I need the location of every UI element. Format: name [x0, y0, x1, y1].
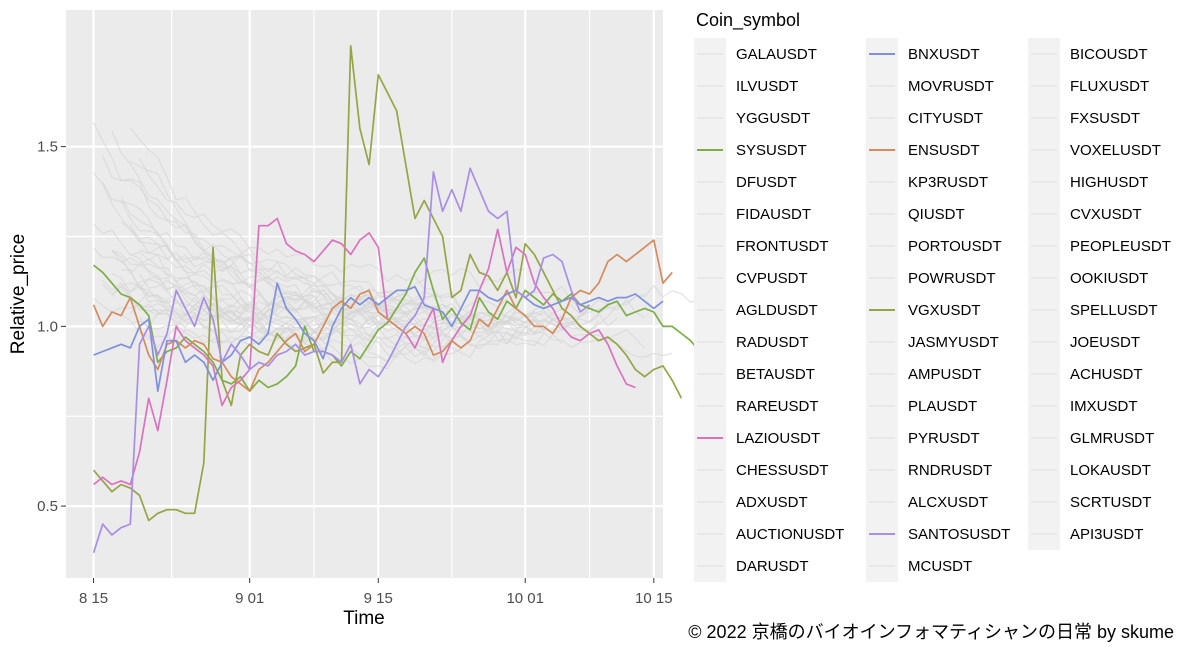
x-tick-label: 10 15: [635, 590, 673, 607]
legend-label-peopleusdt: PEOPLEUSDT: [1070, 238, 1171, 255]
legend-label-ilvusdt: ILVUSDT: [736, 78, 798, 95]
legend-label-spellusdt: SPELLUSDT: [1070, 302, 1158, 319]
legend-label-frontusdt: FRONTUSDT: [736, 238, 829, 255]
legend-label-laziousdt: LAZIOUSDT: [736, 430, 820, 447]
legend-label-plausdt: PLAUSDT: [908, 398, 977, 415]
y-tick-label: 1.5: [37, 139, 58, 156]
legend-label-voxelusdt: VOXELUSDT: [1070, 142, 1161, 159]
legend-label-movrusdt: MOVRUSDT: [908, 78, 994, 95]
y-tick-label: 0.5: [37, 498, 58, 515]
legend-label-rareusdt: RAREUSDT: [736, 398, 819, 415]
legend-label-betausdt: BETAUSDT: [736, 366, 815, 383]
legend-label-fidausdt: FIDAUSDT: [736, 206, 811, 223]
background-coin-line: [111, 130, 444, 302]
legend-label-fluxusdt: FLUXUSDT: [1070, 78, 1149, 95]
legend-label-joeusdt: JOEUSDT: [1070, 334, 1140, 351]
legend-label-jasmyusdt: JASMYUSDT: [908, 334, 999, 351]
legend-label-mcusdt: MCUSDT: [908, 558, 972, 575]
background-coin-line: [130, 290, 618, 341]
legend-label-auctionusdt: AUCTIONUSDT: [736, 526, 844, 543]
legend-label-chessusdt: CHESSUSDT: [736, 462, 829, 479]
background-coin-line: [111, 250, 434, 316]
legend-label-ampusdt: AMPUSDT: [908, 366, 981, 383]
legend-label-yggusdt: YGGUSDT: [736, 110, 810, 127]
y-tick-label: 1.0: [37, 318, 58, 335]
background-coin-line: [93, 223, 645, 349]
y-tick-labels: 0.5 1.0 1.5: [37, 139, 58, 515]
legend-label-achusdt: ACHUSDT: [1070, 366, 1143, 383]
legend-label-alcxusdt: ALCXUSDT: [908, 494, 988, 511]
x-tick-labels: 8 15 9 01 9 15 10 01 10 15: [79, 590, 673, 607]
legend-label-agldusdt: AGLDUSDT: [736, 302, 818, 319]
series-line-laziousdt: [93, 217, 636, 486]
legend-label-pyrusdt: PYRUSDT: [908, 430, 980, 447]
series-line-bnxusdt: [93, 282, 664, 392]
legend-label-cityusdt: CITYUSDT: [908, 110, 983, 127]
legend-label-scrtusdt: SCRTUSDT: [1070, 494, 1151, 511]
y-axis-title: Relative_price: [8, 234, 29, 354]
background-coin-line: [111, 249, 545, 347]
background-coin-line: [130, 160, 407, 330]
background-coin-line: [111, 250, 388, 343]
series-line-ensusdt: [92, 239, 673, 392]
background-coin-line: [102, 282, 462, 363]
legend-label-fxsusdt: FXSUSDT: [1070, 110, 1140, 127]
background-coin-line: [93, 122, 673, 358]
x-axis-title: Time: [343, 608, 385, 629]
legend-label-cvxusdt: CVXUSDT: [1070, 206, 1142, 223]
legend-label-bicousdt: BICOUSDT: [1070, 46, 1148, 63]
background-coin-line: [120, 287, 443, 344]
background-coin-line: [121, 269, 397, 326]
legend-label-ookiusdt: OOKIUSDT: [1070, 270, 1148, 287]
legend-label-highusdt: HIGHUSDT: [1070, 174, 1148, 191]
axis-ticks: [61, 146, 655, 583]
legend-label-adxusdt: ADXUSDT: [736, 494, 808, 511]
legend-label-galausdt: GALAUSDT: [736, 46, 817, 63]
legend-label-dfusdt: DFUSDT: [736, 174, 797, 191]
legend-label-glmrusdt: GLMRUSDT: [1070, 430, 1154, 447]
highlighted-series-lines: [92, 45, 710, 554]
series-line-vgxusdt: [92, 45, 683, 522]
legend-title: Coin_symbol: [696, 10, 800, 31]
legend-label-santosusdt: SANTOSUSDT: [908, 526, 1010, 543]
series-line-santosusdt: [92, 167, 591, 554]
legend-label-vgxusdt: VGXUSDT: [908, 302, 981, 319]
legend-label-qiusdt: QIUSDT: [908, 206, 965, 223]
legend-label-ensusdt: ENSUSDT: [908, 142, 980, 159]
x-tick-label: 9 15: [364, 590, 393, 607]
legend-label-lokausdt: LOKAUSDT: [1070, 462, 1151, 479]
x-tick-label: 8 15: [79, 590, 108, 607]
background-coin-line: [129, 127, 609, 359]
legend-label-imxusdt: IMXUSDT: [1070, 398, 1138, 415]
series-line-sysusdt: [93, 257, 710, 392]
legend-label-darusdt: DARUSDT: [736, 558, 809, 575]
legend-label-cvpusdt: CVPUSDT: [736, 270, 808, 287]
legend-label-radusdt: RADUSDT: [736, 334, 809, 351]
legend-label-bnxusdt: BNXUSDT: [908, 46, 980, 63]
legend-label-sysusdt: SYSUSDT: [736, 142, 807, 159]
legend-label-portousdt: PORTOUSDT: [908, 238, 1002, 255]
x-tick-label: 10 01: [506, 590, 544, 607]
legend: Coin_symbol GALAUSDT ILVUSDT YGGUSDT SYSUSD…: [694, 10, 1171, 582]
legend-label-powrusdt: POWRUSDT: [908, 270, 996, 287]
legend-label-rndrusdt: RNDRUSDT: [908, 462, 992, 479]
background-coin-line: [102, 155, 645, 335]
credit-text: © 2022 京橋のバイオインフォマティシャンの日常 by skume: [688, 622, 1174, 642]
x-tick-label: 9 01: [235, 590, 264, 607]
legend-label-kp3rusdt: KP3RUSDT: [908, 174, 988, 191]
legend-label-api3usdt: API3USDT: [1070, 526, 1143, 543]
legend-key-column: [1028, 38, 1060, 550]
